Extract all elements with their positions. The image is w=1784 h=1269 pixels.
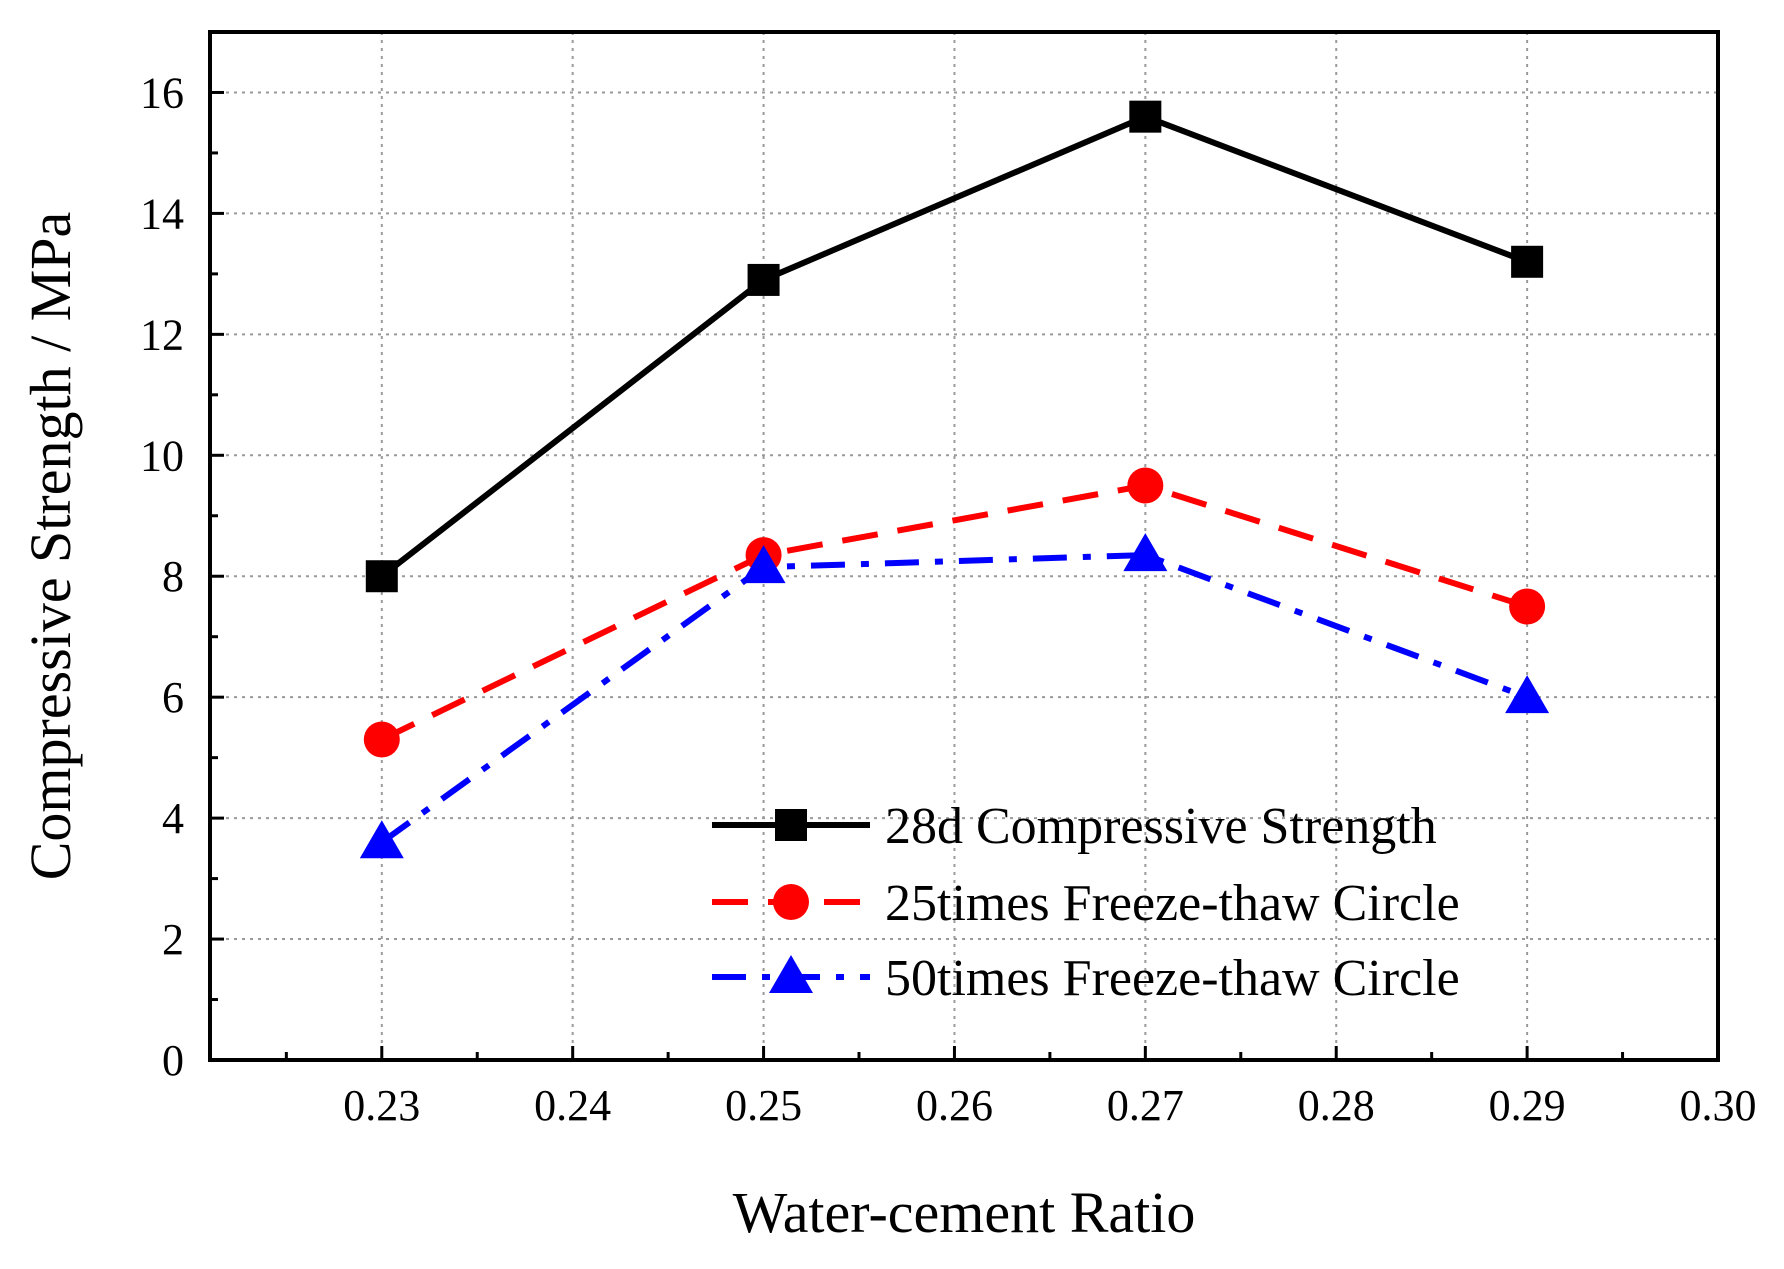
- x-tick-label: 0.26: [916, 1081, 993, 1130]
- data-point: [1129, 100, 1162, 133]
- legend-marker: [769, 955, 813, 993]
- data-point: [741, 545, 786, 584]
- y-tick-label: 4: [162, 794, 184, 843]
- legend-label: 50times Freeze-thaw Circle: [885, 950, 1460, 1007]
- y-tick-label: 2: [162, 915, 184, 964]
- legend-label: 25times Freeze-thaw Circle: [885, 875, 1460, 932]
- data-point: [1511, 245, 1544, 278]
- legend-label: 28d Compressive Strength: [885, 798, 1437, 855]
- y-tick-label: 16: [140, 68, 184, 117]
- series-3: [359, 533, 1550, 859]
- y-axis-title: Compressive Strength / MPa: [18, 212, 83, 881]
- x-tick-label: 0.28: [1298, 1081, 1375, 1130]
- data-point: [359, 820, 404, 859]
- series-1: [365, 100, 1544, 593]
- y-tick-label: 8: [162, 552, 184, 601]
- legend-item: 25times Freeze-thaw Circle: [712, 875, 1460, 932]
- x-tick-label: 0.25: [725, 1081, 802, 1130]
- plot-frame: [208, 30, 1720, 1062]
- legend-item: 50times Freeze-thaw Circle: [712, 950, 1460, 1007]
- data-point: [365, 560, 398, 593]
- series-layer: [359, 100, 1550, 859]
- y-tick-label: 14: [140, 189, 184, 238]
- y-tick-label: 12: [140, 310, 184, 359]
- series-line: [380, 482, 1529, 743]
- y-tick-label: 10: [140, 431, 184, 480]
- grid: [210, 32, 1718, 1060]
- data-point: [747, 263, 780, 296]
- series-line: [380, 552, 1529, 845]
- legend: 28d Compressive Strength 25times Freeze-t…: [712, 798, 1460, 1007]
- legend-marker: [775, 809, 807, 841]
- series-line: [379, 113, 1529, 579]
- x-tick-label: 0.27: [1107, 1081, 1184, 1130]
- x-tick-label: 0.29: [1489, 1081, 1566, 1130]
- y-tick-label: 6: [162, 673, 184, 722]
- data-point: [1127, 467, 1164, 504]
- data-point: [1509, 588, 1546, 625]
- data-point: [363, 721, 400, 758]
- legend-marker: [773, 884, 809, 920]
- tick-labels: 0.23 0.24 0.25 0.26 0.27 0.28 0.29 0.30 0 2 4 6 8 10 1…: [140, 68, 1757, 1130]
- legend-item: 28d Compressive Strength: [712, 798, 1437, 855]
- x-tick-label: 0.24: [534, 1081, 611, 1130]
- x-tick-label: 0.30: [1680, 1081, 1757, 1130]
- y-tick-label: 0: [162, 1036, 184, 1085]
- x-tick-label: 0.23: [343, 1081, 420, 1130]
- data-point: [1123, 533, 1168, 572]
- x-axis-title: Water-cement Ratio: [733, 1180, 1196, 1245]
- data-point: [1505, 675, 1550, 714]
